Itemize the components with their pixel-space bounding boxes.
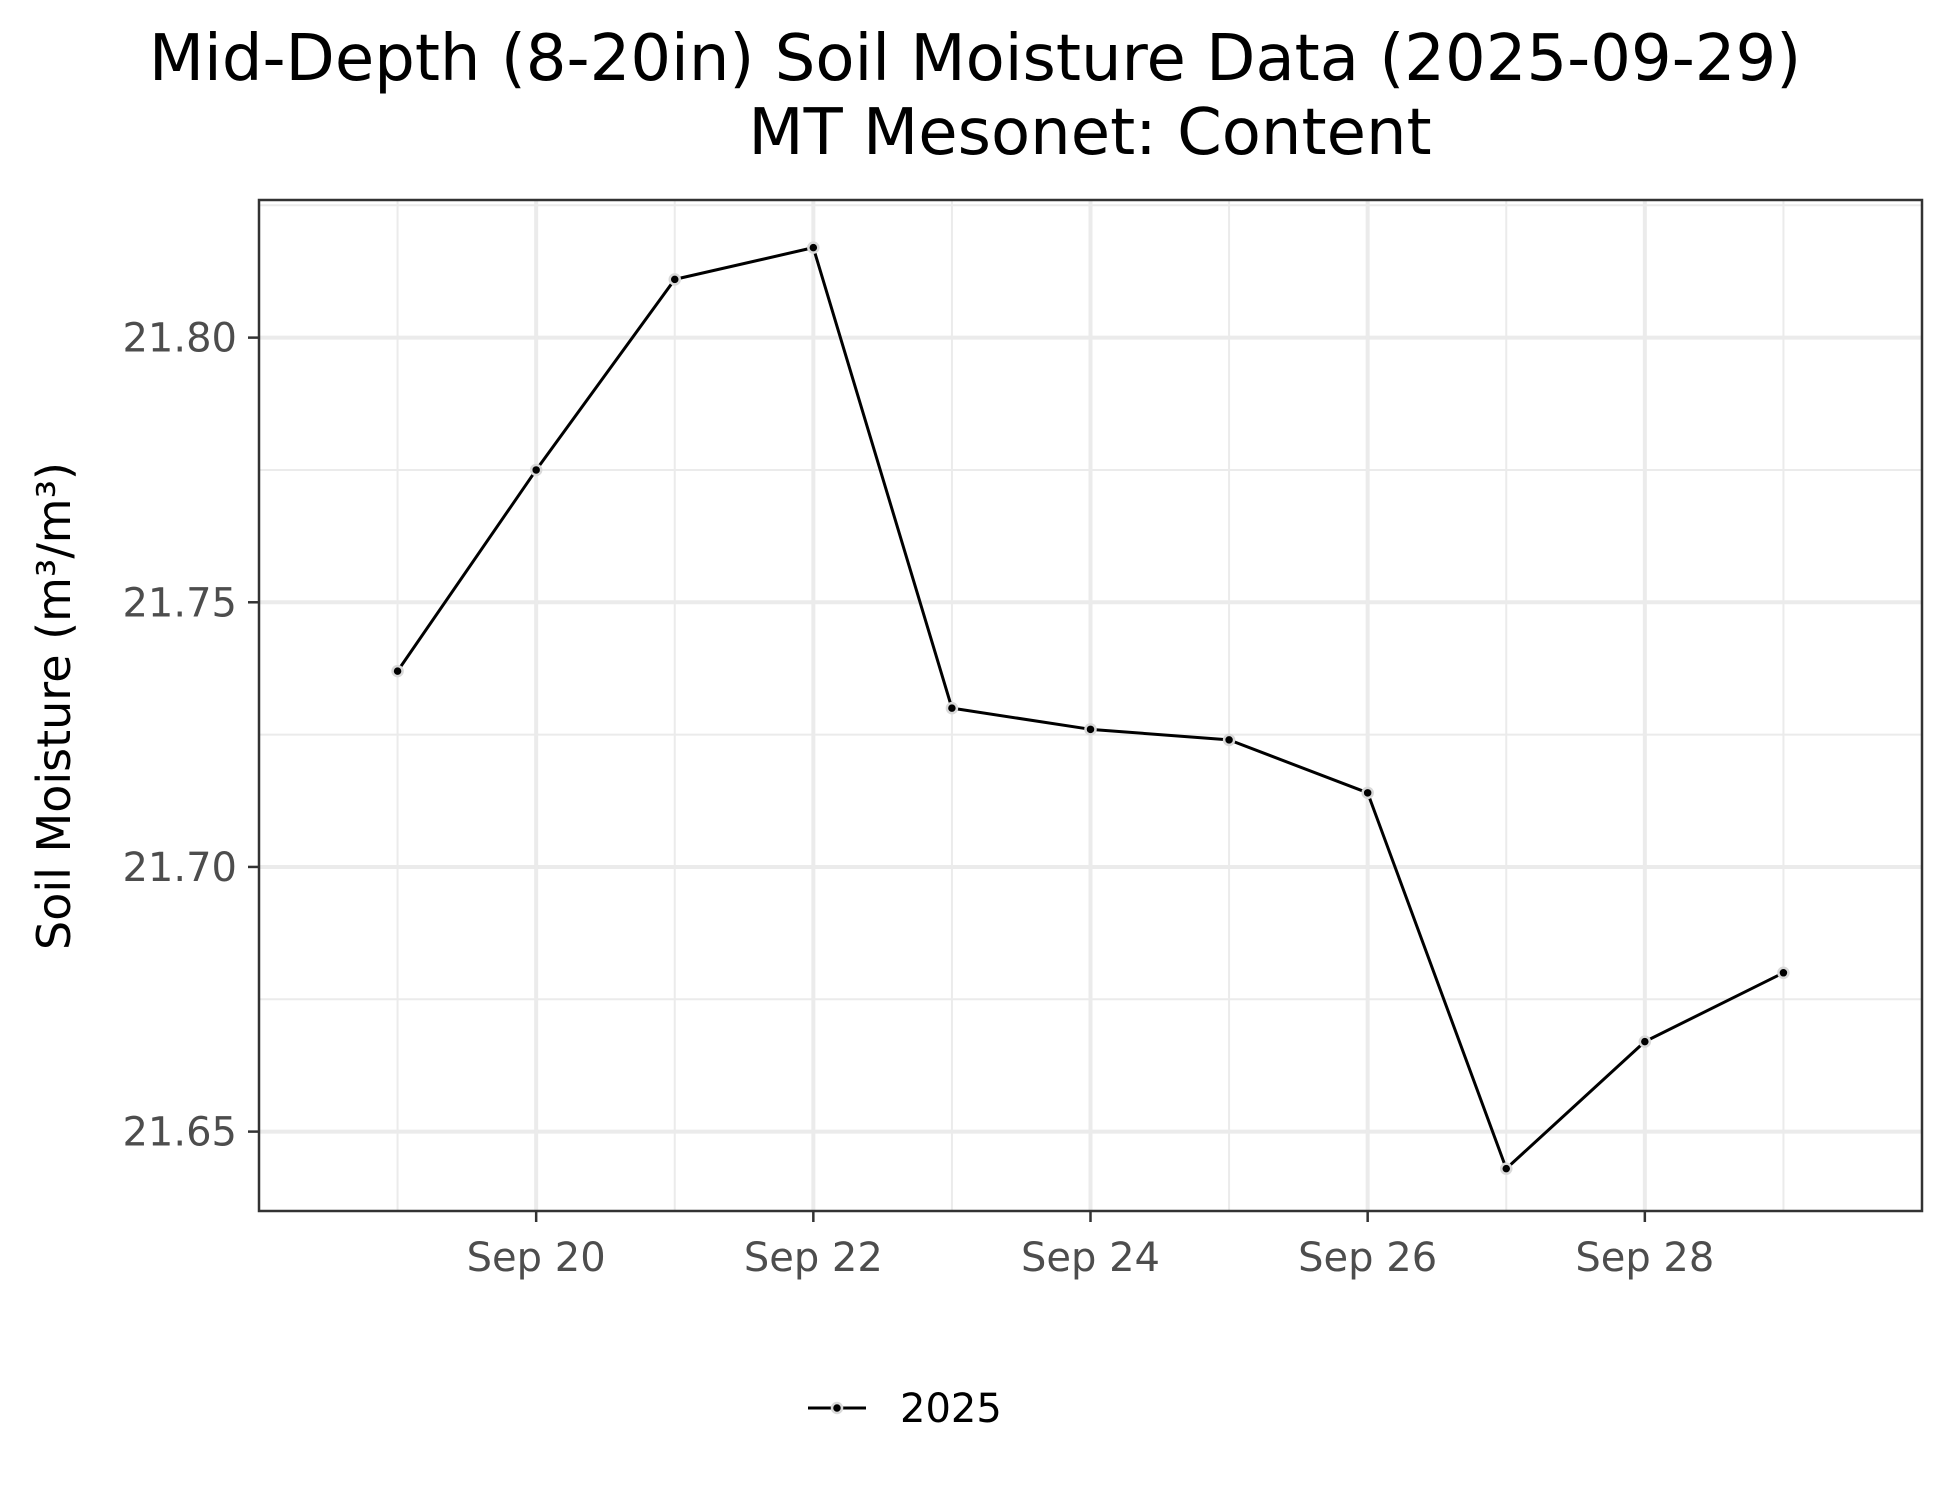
data-point [1084,723,1097,736]
chart-title: Mid-Depth (8-20in) Soil Moisture Data (2… [149,22,1801,96]
legend-label: 2025 [900,1386,1002,1432]
y-tick-label: 21.65 [122,1110,237,1156]
data-point [945,701,959,715]
data-point [391,664,404,678]
x-tick-label: Sep 28 [1575,1235,1714,1281]
data-point [529,463,543,477]
data-point [1222,733,1236,747]
grid-lines [259,200,1922,1211]
y-tick-label: 21.70 [122,845,237,891]
y-tick-label: 21.75 [122,580,237,626]
y-axis-title: Soil Moisture (m³/m³) [27,462,81,950]
y-tick-label: 21.80 [122,316,237,362]
x-tick-label: Sep 20 [467,1235,606,1281]
data-point [1638,1035,1652,1048]
axes: 21.65 21.70 21.75 21.80 Sep 20 Sep 22 Sep 24 Se… [122,316,1714,1281]
data-point [1361,786,1374,800]
data-point [807,241,820,254]
x-tick-label: Sep 24 [1021,1235,1160,1281]
data-point [668,273,681,286]
chart-subtitle: MT Mesonet: Content [748,96,1431,170]
data-point [1777,966,1790,980]
series-layer [391,241,1790,1175]
x-tick-label: Sep 22 [744,1235,883,1281]
legend: 2025 [808,1386,1002,1432]
legend-point-icon [830,1401,844,1415]
x-tick-label: Sep 26 [1298,1235,1437,1281]
data-point [1500,1162,1513,1175]
